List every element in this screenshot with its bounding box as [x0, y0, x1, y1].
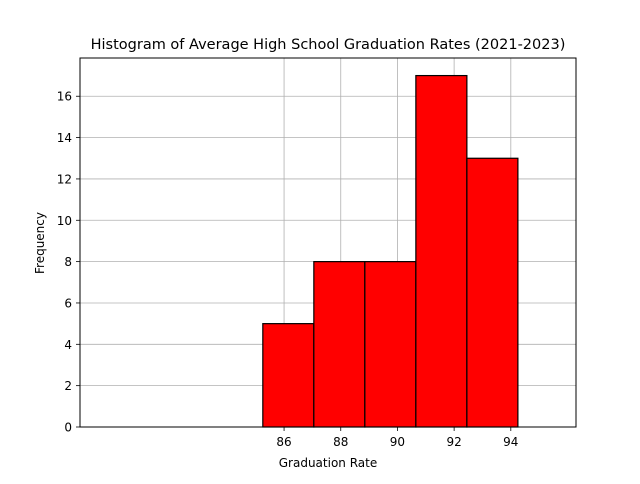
y-tick-label: 10 [57, 214, 72, 228]
plot-area-frame [79, 57, 577, 428]
histogram-bar-1 [262, 323, 315, 428]
y-axis-label: Frequency [33, 212, 47, 274]
y-tick-label: 6 [64, 296, 72, 310]
y-tick-label: 0 [64, 421, 72, 435]
y-axis-ticks: 0 2 4 6 8 10 12 14 16 [57, 90, 80, 435]
x-axis-ticks: 86 88 90 92 94 [276, 427, 518, 449]
y-tick-label: 14 [57, 131, 72, 145]
x-tick-label: 94 [503, 435, 518, 449]
y-tick-label: 4 [64, 338, 72, 352]
y-tick-label: 12 [57, 172, 72, 186]
histogram-bar-2 [313, 261, 366, 428]
x-tick-label: 86 [276, 435, 291, 449]
x-axis-label: Graduation Rate [279, 456, 377, 470]
chart-title: Histogram of Average High School Graduat… [91, 37, 566, 53]
y-tick-label: 2 [64, 379, 72, 393]
y-tick-label: 16 [57, 90, 72, 104]
x-tick-label: 90 [390, 435, 405, 449]
histogram-bar-4 [415, 74, 468, 428]
histogram-bar-5 [466, 157, 519, 428]
histogram-bar-3 [364, 261, 417, 428]
histogram-bars [262, 74, 519, 428]
y-tick-label: 8 [64, 255, 72, 269]
x-tick-label: 92 [446, 435, 461, 449]
x-tick-label: 88 [333, 435, 348, 449]
